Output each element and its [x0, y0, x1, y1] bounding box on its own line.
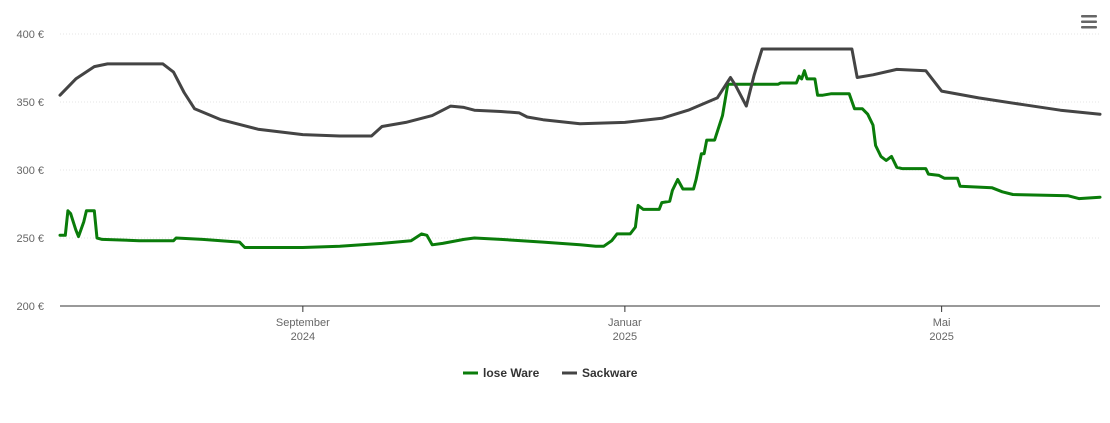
legend: lose Ware Sackware [463, 366, 638, 380]
hamburger-menu-icon[interactable] [1078, 12, 1100, 32]
legend-label-sackware: Sackware [582, 366, 638, 380]
series-lines [58, 47, 1102, 249]
x-tick-year-label: 2025 [929, 331, 953, 343]
legend-item-sackware[interactable]: Sackware [562, 366, 638, 380]
x-tick-month-label: Januar [608, 317, 642, 329]
y-axis-ticks: 200 € 250 € 300 € 350 € 400 € [16, 29, 44, 313]
y-tick-label: 250 € [16, 233, 44, 245]
y-tick-label: 300 € [16, 165, 44, 177]
y-tick-label: 400 € [16, 29, 44, 41]
series-line-lose-ware [58, 69, 1102, 249]
y-tick-label: 350 € [16, 97, 44, 109]
x-tick-month-label: September [276, 317, 330, 329]
x-tick-month-label: Mai [933, 317, 951, 329]
x-tick-year-label: 2025 [613, 331, 637, 343]
x-tick-year-label: 2024 [291, 331, 315, 343]
series-line-sackware [58, 47, 1102, 138]
x-axis-ticks: September 2024 Januar 2025 Mai 2025 [276, 306, 954, 343]
grid-lines [60, 33, 1100, 239]
y-tick-label: 200 € [16, 301, 44, 313]
legend-item-lose-ware[interactable]: lose Ware [463, 366, 540, 380]
legend-label-lose-ware: lose Ware [483, 366, 540, 380]
